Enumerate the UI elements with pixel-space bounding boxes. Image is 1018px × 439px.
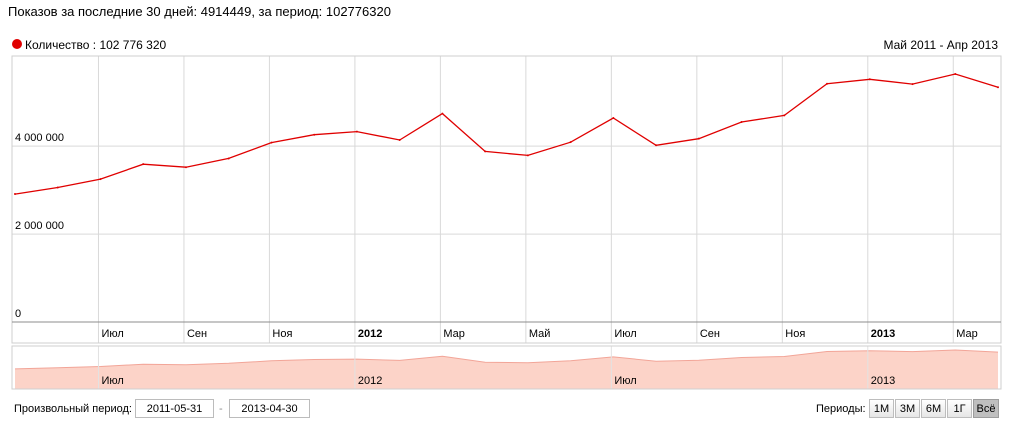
data-point bbox=[526, 154, 529, 157]
legend-marker bbox=[12, 39, 22, 49]
main-frame bbox=[11, 55, 1002, 344]
x-tick-label: Мар bbox=[956, 328, 978, 340]
data-point bbox=[911, 83, 914, 86]
data-point bbox=[355, 130, 358, 133]
period-button-1y[interactable]: 1Г bbox=[947, 399, 972, 418]
x-tick-label: Май bbox=[529, 328, 551, 340]
navigator-area bbox=[15, 350, 998, 389]
data-point bbox=[484, 150, 487, 153]
data-point bbox=[227, 157, 230, 160]
plot-border bbox=[11, 55, 1002, 344]
data-point bbox=[14, 193, 16, 196]
y-tick-label: 0 bbox=[15, 308, 21, 320]
navigator-border bbox=[11, 345, 1002, 390]
data-point bbox=[270, 141, 273, 144]
x-tick-label: Ноя bbox=[785, 328, 805, 340]
data-point bbox=[569, 141, 572, 144]
x-tick-label: Сен bbox=[187, 328, 207, 340]
custom-period-label: Произвольный период: bbox=[14, 403, 132, 415]
date-to-input[interactable] bbox=[229, 399, 310, 418]
data-point bbox=[826, 82, 829, 85]
navigator: Июл 2012 Июл 2013 bbox=[11, 345, 1002, 390]
x-tick-label: Июл bbox=[101, 328, 123, 340]
data-point bbox=[398, 138, 401, 141]
data-point bbox=[740, 120, 743, 123]
x-tick-label: 2013 bbox=[871, 328, 895, 340]
navigator-tick-label: 2012 bbox=[358, 375, 382, 387]
date-from-input[interactable] bbox=[135, 399, 214, 418]
series-line bbox=[14, 73, 999, 195]
data-point bbox=[868, 78, 871, 81]
x-tick-label: Ноя bbox=[272, 328, 292, 340]
range-label: Май 2011 - Апр 2013 bbox=[883, 38, 998, 52]
data-point bbox=[142, 163, 145, 166]
date-separator: - bbox=[219, 403, 223, 415]
data-point bbox=[697, 137, 700, 140]
series-group bbox=[14, 73, 999, 196]
legend-label[interactable]: Количество : 102 776 320 bbox=[25, 38, 167, 52]
data-point bbox=[954, 73, 957, 76]
legend: Количество : 102 776 320 bbox=[12, 38, 167, 52]
x-axis-labels: Июл Сен Ноя 2012 Мар Май Июл Сен Ноя 2013 Мар bbox=[101, 328, 977, 340]
x-tick-label: 2012 bbox=[358, 328, 382, 340]
period-button-6m[interactable]: 6М bbox=[921, 399, 946, 418]
data-point bbox=[441, 112, 444, 115]
period-controls: Произвольный период: - Периоды: 1М 3М 6М… bbox=[0, 396, 1018, 426]
x-tick-label: Сен bbox=[700, 328, 720, 340]
periods-label: Периоды: bbox=[816, 403, 866, 415]
summary-text: Показов за последние 30 дней: 4914449, з… bbox=[8, 4, 391, 19]
period-button-all[interactable]: Всё bbox=[973, 399, 999, 418]
data-point bbox=[655, 144, 658, 147]
main-grid bbox=[12, 56, 1001, 343]
y-tick-label: 4 000 000 bbox=[15, 132, 64, 144]
navigator-line bbox=[14, 349, 999, 370]
data-point bbox=[313, 133, 316, 136]
navigator-tick-label: Июл bbox=[614, 375, 636, 387]
period-button-1m[interactable]: 1М bbox=[869, 399, 894, 418]
data-point bbox=[997, 86, 999, 89]
data-point bbox=[184, 166, 187, 169]
x-tick-label: Мар bbox=[443, 328, 465, 340]
navigator-tick-label: 2013 bbox=[871, 375, 895, 387]
data-point bbox=[783, 114, 786, 117]
data-point bbox=[612, 116, 615, 119]
navigator-tick-label: Июл bbox=[101, 375, 123, 387]
y-axis-labels: 0 2 000 000 4 000 000 bbox=[15, 132, 64, 320]
data-point bbox=[99, 178, 102, 181]
period-button-3m[interactable]: 3М bbox=[895, 399, 920, 418]
data-point bbox=[56, 186, 59, 189]
x-tick-label: Июл bbox=[614, 328, 636, 340]
y-tick-label: 2 000 000 bbox=[15, 220, 64, 232]
